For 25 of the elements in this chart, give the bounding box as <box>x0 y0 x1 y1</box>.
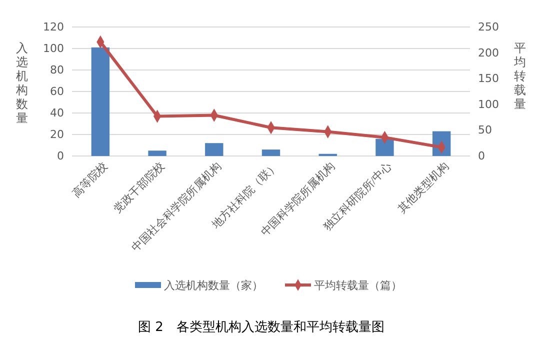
y-tick-label: 120 <box>43 20 64 34</box>
y2-tick-label: 150 <box>478 72 499 86</box>
y2-tick-label: 250 <box>478 20 499 34</box>
y-axis-title: 入选机构数量 <box>15 41 28 125</box>
x-tick-label: 其他类型机构 <box>395 160 452 216</box>
y-tick-label: 20 <box>50 128 64 142</box>
y2-tick-label: 200 <box>478 46 499 60</box>
legend-label: 平均转载量（篇） <box>314 279 402 292</box>
y2-tick-label: 0 <box>478 150 485 163</box>
y-tick-label: 100 <box>43 42 64 56</box>
y2-tick-label: 50 <box>478 124 492 137</box>
bar <box>205 143 224 156</box>
y-tick-label: 60 <box>50 85 64 98</box>
caption: 图 2 各类型机构入选数量和平均转载量图 <box>138 320 384 335</box>
bar <box>262 150 280 156</box>
bar <box>148 150 166 156</box>
bar <box>376 138 394 156</box>
legend-label: 入选机构数量（家） <box>164 279 263 292</box>
x-tick-label: 高等院校 <box>70 160 110 200</box>
y-tick-label: 80 <box>50 64 64 77</box>
y-tick-label: 40 <box>50 106 64 120</box>
y2-axis-title: 平均转载量 <box>513 41 526 111</box>
bar <box>91 47 110 156</box>
y-tick-label: 0 <box>57 150 64 163</box>
y2-tick-label: 100 <box>478 98 499 111</box>
